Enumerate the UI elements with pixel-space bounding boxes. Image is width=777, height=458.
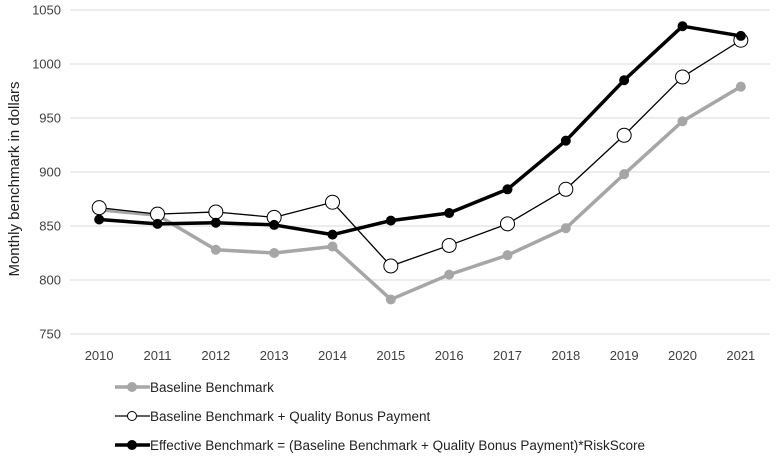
point-quality-bonus-2010 xyxy=(91,200,107,216)
y-axis-label: Monthly benchmark in dollars xyxy=(6,81,23,276)
x-tick-label-2018: 2018 xyxy=(551,348,580,363)
point-effective-2013 xyxy=(269,219,280,230)
x-tick-label-2020: 2020 xyxy=(668,348,697,363)
point-effective-2011 xyxy=(152,218,163,229)
point-effective-2017 xyxy=(502,184,513,195)
point-quality-bonus-2012 xyxy=(208,204,224,220)
legend: Baseline Benchmark Baseline Benchmark + … xyxy=(115,380,645,453)
point-effective-2018 xyxy=(560,135,571,146)
point-effective-2016 xyxy=(444,208,455,219)
point-effective-2021 xyxy=(735,30,746,41)
legend-entry-baseline: Baseline Benchmark xyxy=(115,380,274,395)
x-tick-label-2021: 2021 xyxy=(726,348,755,363)
x-axis-tick-labels: 2010 2011 2012 2013 2014 2015 2016 2017 2018 2019… xyxy=(85,348,756,363)
point-quality-bonus-2016 xyxy=(441,237,457,253)
y-tick-label-950: 950 xyxy=(39,111,61,126)
point-baseline-2014 xyxy=(327,241,338,252)
y-tick-label-800: 800 xyxy=(39,273,61,288)
point-quality-bonus-2018 xyxy=(558,181,574,197)
series-quality-bonus xyxy=(91,32,749,274)
x-tick-label-2015: 2015 xyxy=(376,348,405,363)
point-quality-bonus-2019 xyxy=(616,127,632,143)
legend-marker-baseline xyxy=(127,382,137,392)
x-tick-label-2014: 2014 xyxy=(318,348,347,363)
legend-label-quality-bonus: Baseline Benchmark + Quality Bonus Payme… xyxy=(150,409,431,424)
point-quality-bonus-2014 xyxy=(325,194,340,210)
series-baseline xyxy=(94,81,746,305)
point-effective-2010 xyxy=(94,214,105,225)
point-quality-bonus-2015 xyxy=(383,258,399,274)
point-quality-bonus-2020 xyxy=(675,69,690,85)
point-baseline-2019 xyxy=(619,169,630,180)
point-baseline-2012 xyxy=(210,244,221,255)
x-tick-label-2019: 2019 xyxy=(610,348,639,363)
y-tick-label-750: 750 xyxy=(39,327,61,342)
point-baseline-2017 xyxy=(502,250,513,261)
y-axis-tick-labels: 750 800 850 900 950 1000 1050 xyxy=(32,3,61,342)
legend-marker-quality-bonus xyxy=(127,411,137,421)
x-tick-label-2013: 2013 xyxy=(260,348,289,363)
legend-label-effective: Effective Benchmark = (Baseline Benchmar… xyxy=(150,438,645,453)
point-baseline-2020 xyxy=(677,116,688,127)
x-tick-label-2010: 2010 xyxy=(85,348,114,363)
point-effective-2020 xyxy=(677,21,688,32)
y-tick-label-1050: 1050 xyxy=(32,3,61,18)
point-baseline-2016 xyxy=(444,269,455,280)
point-effective-2015 xyxy=(385,215,396,226)
x-tick-label-2011: 2011 xyxy=(144,348,172,363)
point-effective-2012 xyxy=(210,217,221,228)
point-baseline-2013 xyxy=(269,248,280,258)
legend-marker-effective xyxy=(127,440,137,450)
point-baseline-2021 xyxy=(735,81,746,92)
series-line-effective xyxy=(97,24,743,237)
y-tick-label-900: 900 xyxy=(39,165,61,180)
point-effective-2019 xyxy=(619,75,630,86)
y-tick-label-850: 850 xyxy=(39,219,61,234)
point-effective-2014 xyxy=(327,229,338,240)
series-effective xyxy=(94,21,746,240)
gridlines xyxy=(70,9,770,335)
x-tick-label-2017: 2017 xyxy=(493,348,522,363)
legend-entry-effective: Effective Benchmark = (Baseline Benchmar… xyxy=(115,438,645,453)
legend-entry-quality-bonus: Baseline Benchmark + Quality Bonus Payme… xyxy=(115,409,431,424)
data-series xyxy=(91,21,749,305)
x-tick-label-2016: 2016 xyxy=(435,348,464,363)
legend-label-baseline: Baseline Benchmark xyxy=(150,380,274,395)
series-line-baseline xyxy=(97,84,743,302)
point-baseline-2018 xyxy=(560,223,571,234)
point-quality-bonus-2017 xyxy=(500,216,515,232)
series-line-quality-bonus xyxy=(98,39,742,267)
x-tick-label-2012: 2012 xyxy=(201,348,230,363)
y-tick-label-1000: 1000 xyxy=(32,57,61,72)
point-baseline-2015 xyxy=(385,294,396,305)
